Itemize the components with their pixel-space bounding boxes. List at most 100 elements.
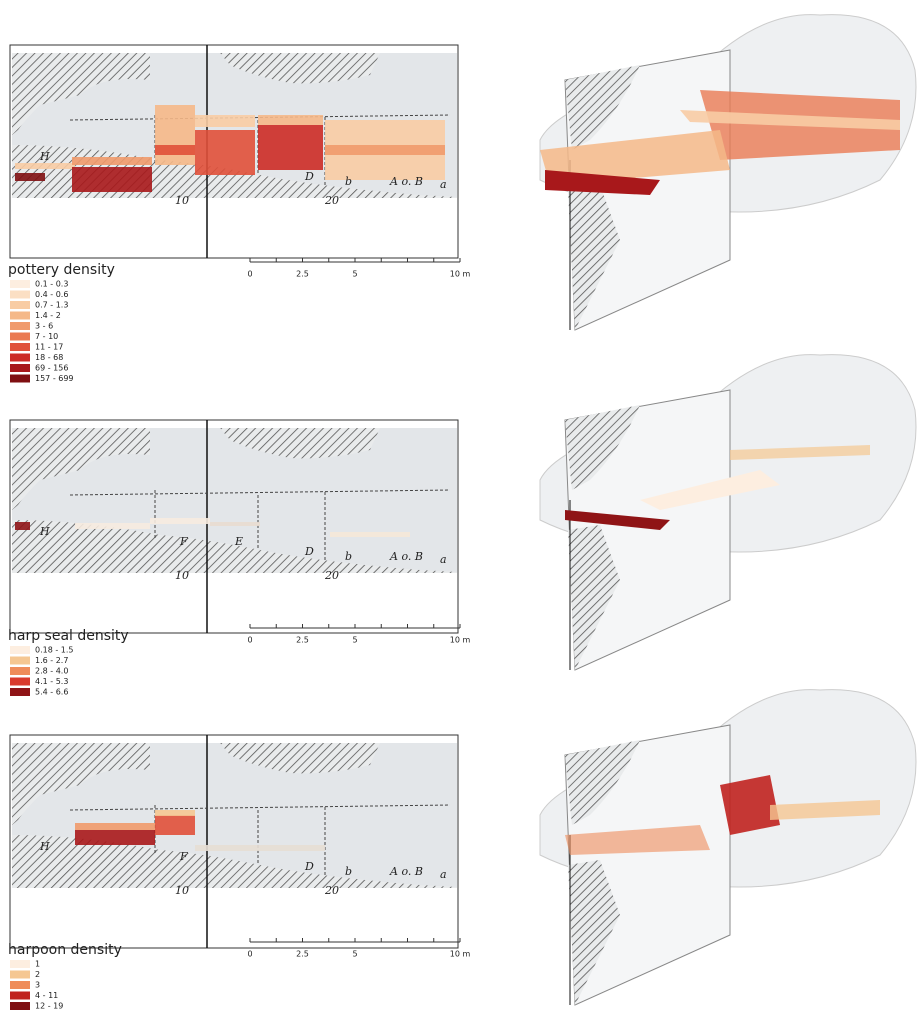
profile-label: a [440,868,447,881]
profile-label: 20 [324,884,339,897]
hatch-plane [565,405,640,490]
legend-label: 12 - 19 [35,1002,63,1011]
profile-label: 10 [175,194,189,207]
legend-label: 1 [35,960,40,969]
profile-label: 20 [324,194,339,207]
legend-label: 0.18 - 1.5 [35,646,74,655]
profile-label: H [39,525,50,538]
legend-label: 4 - 11 [35,991,58,1000]
profile-panel: H F E D b A o. B a 10 20 [9,419,459,634]
density-layer [330,532,410,537]
hatch-plane [565,65,640,150]
legend-label: 3 - 6 [35,322,53,331]
ceiling-hatch [12,53,150,135]
profile-label: D [304,860,314,873]
density-layer [15,163,75,169]
profile-label: F [179,535,188,548]
ceiling-hatch [220,428,380,459]
profile-label: E [234,535,243,548]
legend-label: 157 - 699 [35,374,74,383]
density-layer [75,823,155,830]
trench-outline [69,489,451,560]
scale-label: 2.5 [296,636,309,645]
legend-swatch [10,960,30,968]
legend-label: 0.4 - 0.6 [35,290,68,299]
model-layer [680,110,900,130]
legend-swatch [10,374,30,383]
ceiling-hatch [12,428,150,510]
model-layer [640,470,780,510]
legend-swatch [10,656,30,665]
floor-hatch [12,520,457,573]
hatch-plane [568,185,620,330]
density-layer [72,167,152,192]
density-layer [258,115,323,125]
scale-label: 2.5 [296,950,309,959]
scale-label: 0 [247,636,252,645]
scale-label: 5 [352,950,357,959]
legend-label: 2 [35,970,40,979]
3d-view [539,354,917,671]
density-layer [195,115,255,127]
density-layer [258,125,323,170]
legend-swatch [10,322,30,330]
legend-swatch [10,991,30,1000]
legend-title: harp seal density [8,628,129,644]
density-layer [195,130,255,175]
legend-swatch [10,1002,30,1010]
legend-title: pottery density [8,262,115,278]
profile-label: D [304,545,314,558]
hatch-plane [568,525,620,670]
legend-title: harpoon density [8,942,122,958]
legend-swatch [10,280,30,288]
scale-label: 10 m [450,950,471,959]
legend-label: 3 [35,981,40,990]
density-layer [155,145,195,155]
ceiling-hatch [12,743,150,825]
profile-label: a [440,178,447,191]
model-layer [565,825,710,855]
legend-label: 1.6 - 2.7 [35,656,68,665]
model-layer [720,775,780,835]
scale-label: 0 [247,270,252,279]
legend-swatch [10,301,30,309]
hatch-plane [565,740,640,825]
scale-label: 10 m [450,636,471,645]
density-layer [15,522,30,530]
legend-swatch [10,646,30,654]
density-layer [210,522,260,526]
density-layer [75,830,155,845]
legend-label: 5.4 - 6.6 [35,688,68,697]
model-layer [730,445,870,460]
legend-swatch [10,667,30,675]
profile-label: A o. B [389,550,423,563]
legend-label: 4.1 - 5.3 [35,677,68,686]
profile-label: F [179,850,188,863]
profile-label: a [440,553,447,566]
profile-label: A o. B [389,865,423,878]
profile-label: H [39,150,50,163]
profile-label: 20 [324,569,339,582]
legend-swatch [10,688,30,696]
legend-swatch [10,364,30,372]
scale-label: 0 [247,950,252,959]
profile-panel: H F D b A o. B a 10 20 [9,734,459,949]
hatch-plane [568,860,620,1005]
legend-swatch [10,311,30,320]
density-layer [15,173,45,181]
floor-hatch [12,835,457,888]
legend-label: 7 - 10 [35,332,58,341]
legend-label: 2.8 - 4.0 [35,667,68,676]
density-layer [195,845,325,851]
profile-label: b [345,865,352,878]
legend-label: 1.4 - 2 [35,311,61,320]
profile-label: A o. B [389,175,423,188]
profile-label: 10 [175,884,189,897]
legend-label: 18 - 68 [35,353,63,362]
legend-swatch [10,290,30,299]
legend-swatch [10,677,30,686]
ceiling-hatch [220,743,380,774]
model-layer [545,170,660,195]
